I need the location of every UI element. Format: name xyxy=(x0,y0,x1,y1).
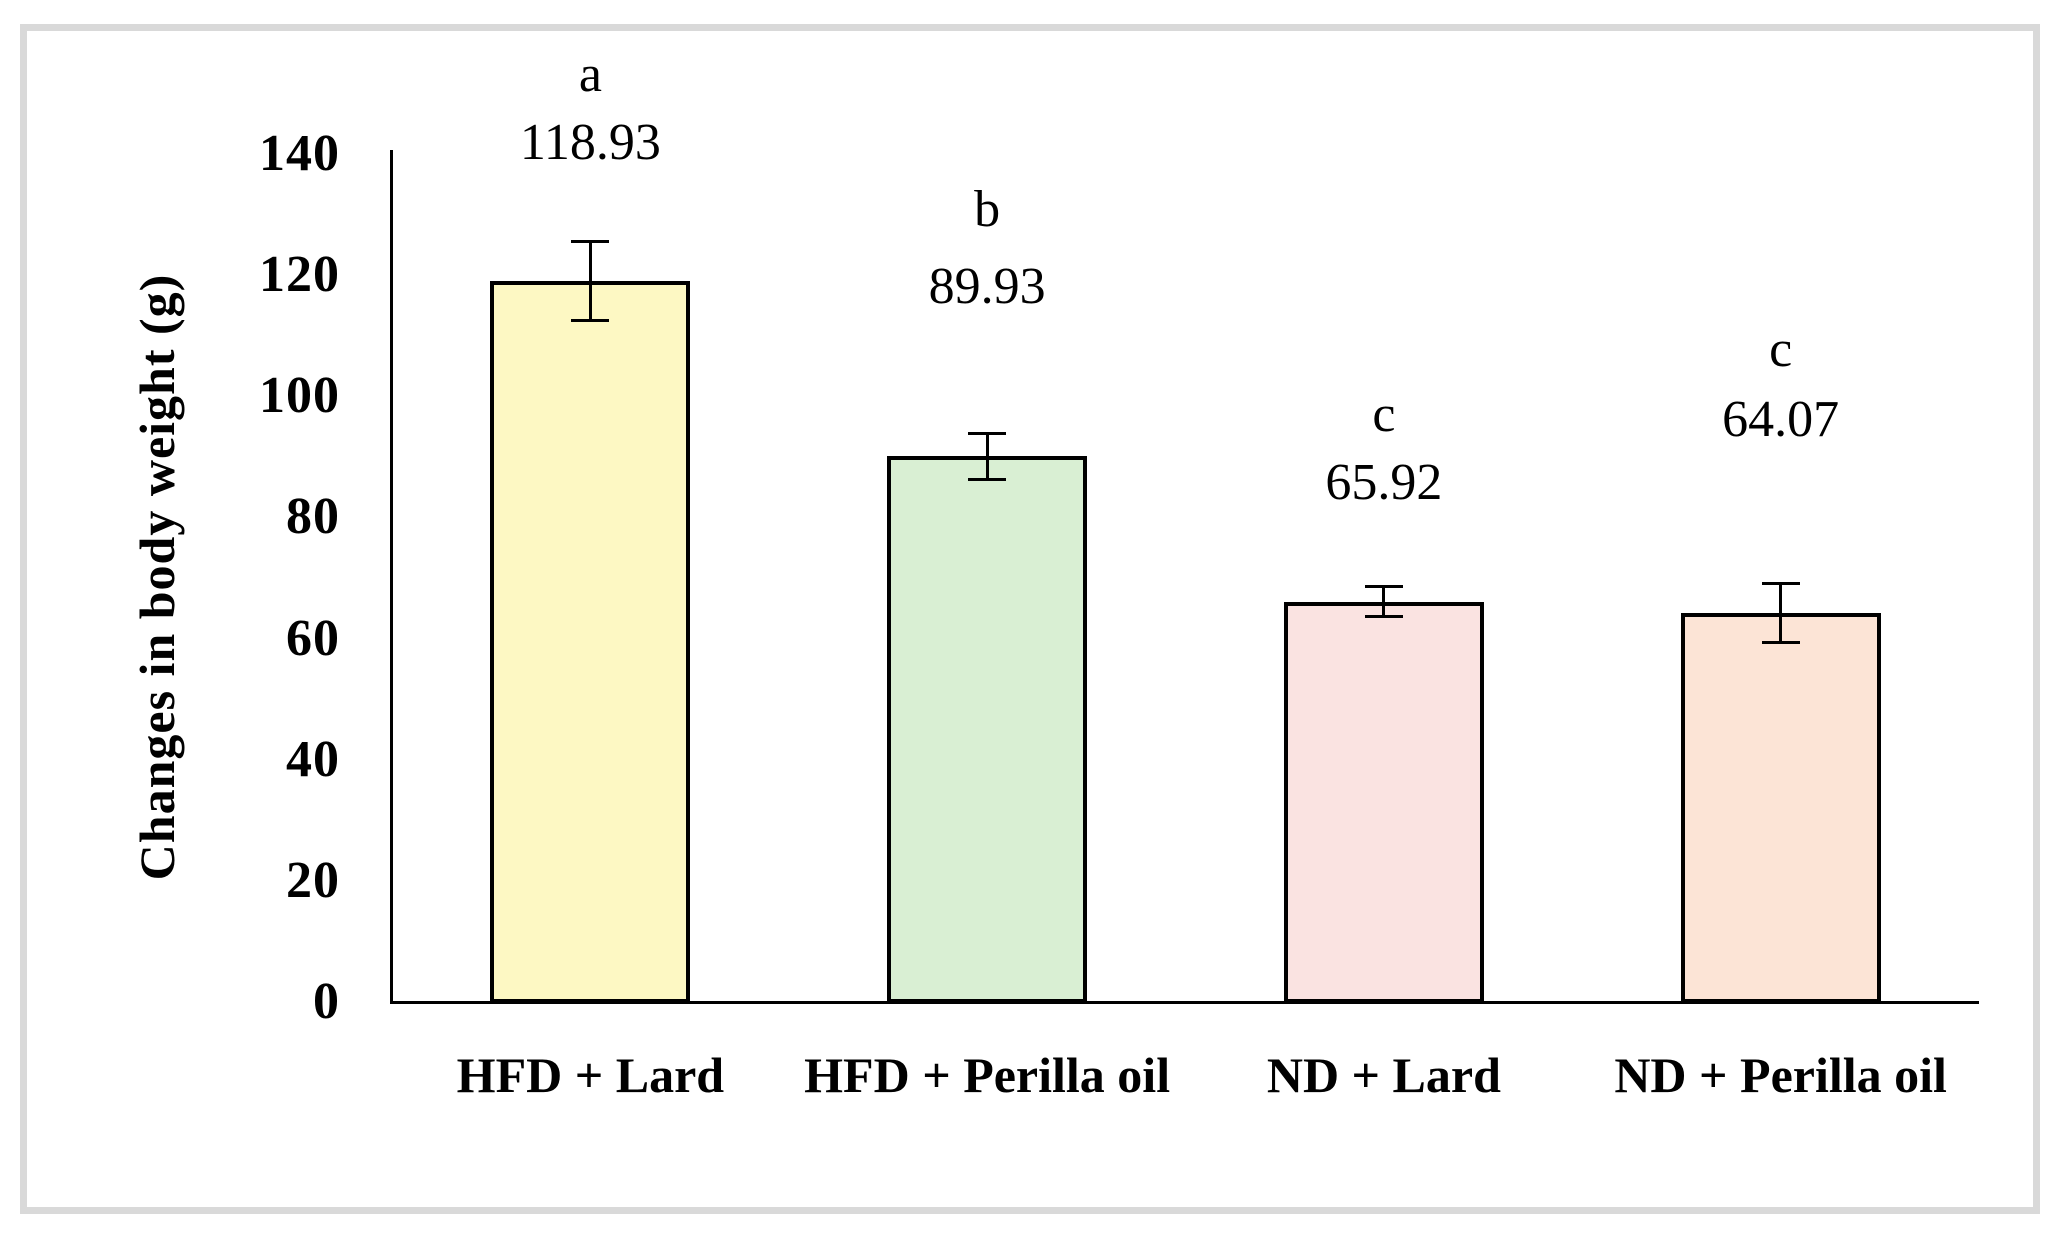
error-bar-top-cap xyxy=(571,239,610,243)
y-tick-label: 140 xyxy=(259,125,340,182)
error-bar-bottom-cap xyxy=(571,318,610,322)
y-tick-label: 0 xyxy=(313,973,340,1030)
bar xyxy=(887,456,1088,1003)
error-bar xyxy=(985,432,989,480)
y-tick-label: 60 xyxy=(286,609,340,667)
y-tick-label: 20 xyxy=(286,851,340,909)
bar xyxy=(1680,612,1881,1003)
x-axis-line xyxy=(390,1001,1979,1004)
error-bar xyxy=(588,240,592,321)
error-bar-bottom-cap xyxy=(968,477,1007,481)
value-label: 65.92 xyxy=(1325,454,1443,511)
error-bar-top-cap xyxy=(1364,584,1403,588)
chart-border-frame xyxy=(20,24,2040,1214)
error-bar-bottom-cap xyxy=(1364,615,1403,619)
error-bar xyxy=(1779,583,1783,643)
bar xyxy=(1283,601,1484,1003)
y-tick-label: 40 xyxy=(286,730,340,788)
category-label: ND + Lard xyxy=(1266,1047,1501,1103)
y-axis-line xyxy=(390,150,393,1004)
significance-letter: b xyxy=(974,181,1001,238)
y-tick-label: 80 xyxy=(286,488,340,546)
category-label: HFD + Lard xyxy=(456,1047,725,1103)
error-bar xyxy=(1382,585,1386,618)
y-tick-label: 100 xyxy=(259,367,340,425)
error-bar-bottom-cap xyxy=(1761,640,1800,644)
y-tick-label: 120 xyxy=(259,246,340,304)
significance-letter: c xyxy=(1372,386,1396,443)
significance-letter: c xyxy=(1769,321,1793,378)
category-label: HFD + Perilla oil xyxy=(804,1047,1171,1103)
error-bar-top-cap xyxy=(968,431,1007,435)
value-label: 89.93 xyxy=(928,258,1046,315)
value-label: 64.07 xyxy=(1722,391,1840,448)
significance-letter: a xyxy=(578,46,602,103)
value-label: 118.93 xyxy=(519,114,661,171)
error-bar-top-cap xyxy=(1761,582,1800,586)
category-label: ND + Perilla oil xyxy=(1614,1047,1947,1103)
y-axis-title: Changes in body weight (g) xyxy=(129,273,185,881)
bar xyxy=(490,280,691,1003)
